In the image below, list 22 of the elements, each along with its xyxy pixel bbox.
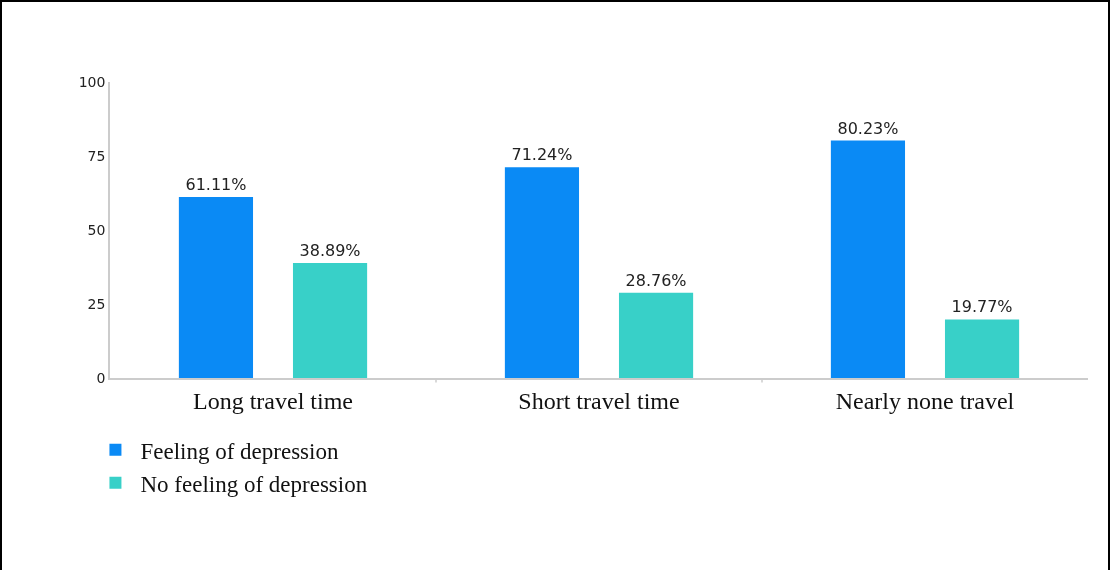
bar bbox=[830, 140, 906, 378]
bar bbox=[504, 167, 580, 378]
bar bbox=[292, 262, 368, 378]
y-tick-label: 0 bbox=[96, 369, 106, 386]
bar bbox=[178, 197, 254, 378]
data-label: 80.23% bbox=[837, 118, 899, 138]
x-tick-label: Nearly none travel bbox=[835, 387, 1015, 414]
y-tick-label: 50 bbox=[87, 221, 106, 238]
bar bbox=[944, 319, 1020, 378]
legend-label: No feeling of depression bbox=[140, 471, 368, 497]
bar bbox=[618, 292, 694, 378]
data-label: 28.76% bbox=[625, 270, 687, 290]
y-tick-label: 25 bbox=[87, 295, 106, 312]
legend-label: Feeling of depression bbox=[140, 438, 339, 464]
y-tick-label: 100 bbox=[78, 73, 106, 90]
data-label: 71.24% bbox=[511, 145, 573, 165]
y-tick-label: 75 bbox=[87, 147, 106, 164]
x-tick-label: Long travel time bbox=[193, 387, 353, 414]
data-label: 61.11% bbox=[185, 175, 247, 195]
x-tick-label: Short travel time bbox=[518, 387, 680, 414]
data-label: 38.89% bbox=[299, 240, 361, 260]
data-label: 19.77% bbox=[951, 297, 1013, 317]
